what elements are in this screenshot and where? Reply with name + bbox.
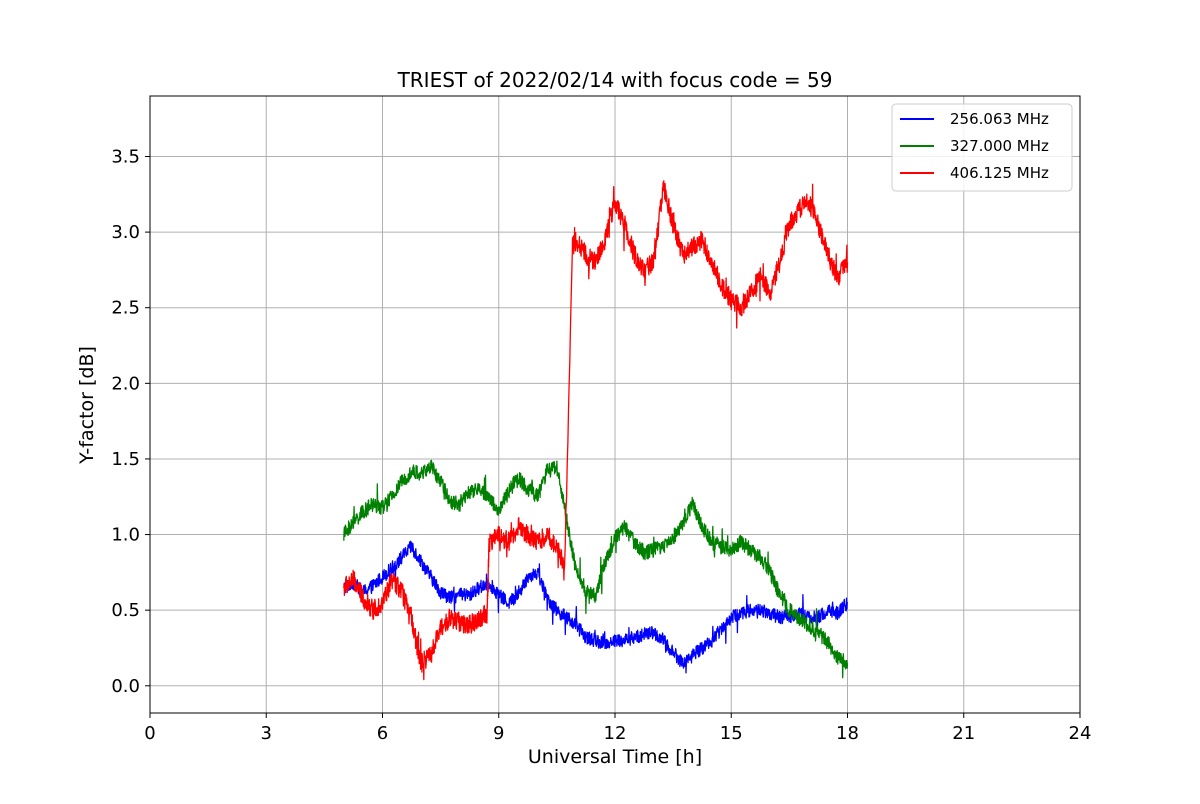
x-tick-label: 15	[720, 723, 743, 744]
legend-entry-label: 256.063 MHz	[950, 110, 1049, 128]
x-tick-label: 3	[261, 723, 272, 744]
x-tick-label: 18	[836, 723, 859, 744]
y-axis-label: Y-factor [dB]	[76, 346, 98, 465]
y-tick-label: 0.5	[111, 600, 140, 621]
legend-entry-label: 327.000 MHz	[950, 137, 1049, 155]
y-tick-label: 3.0	[111, 222, 140, 243]
y-tick-label: 1.5	[111, 449, 140, 470]
legend-entry-label: 406.125 MHz	[950, 164, 1049, 182]
legend-box	[891, 103, 1073, 192]
x-axis-label: Universal Time [h]	[528, 746, 702, 768]
series-line-2	[343, 459, 849, 679]
series-line-3	[343, 180, 849, 681]
x-tick-label: 12	[604, 723, 627, 744]
y-tick-label: 1.0	[111, 525, 140, 546]
x-tick-label: 21	[952, 723, 975, 744]
x-tick-label: 24	[1069, 723, 1092, 744]
series-line-1	[343, 540, 848, 674]
legend: 256.063 MHz 327.000 MHz 406.125 MHz	[891, 103, 1073, 192]
x-tick-label: 9	[493, 723, 504, 744]
y-tick-label: 0.0	[111, 676, 140, 697]
series-group	[343, 180, 849, 681]
y-tick-label: 2.5	[111, 298, 140, 319]
axis-ticks: 0 3 6 9 12 15 18 21 24 0.0 0.5 1.0 1.5 2.0 2.5 3.0 3.5	[111, 146, 1091, 744]
x-tick-label: 6	[377, 723, 388, 744]
y-tick-label: 2.0	[111, 373, 140, 394]
chart-title: TRIEST of 2022/02/14 with focus code = 5…	[397, 68, 833, 92]
y-tick-label: 3.5	[111, 146, 140, 167]
x-tick-label: 0	[144, 723, 155, 744]
